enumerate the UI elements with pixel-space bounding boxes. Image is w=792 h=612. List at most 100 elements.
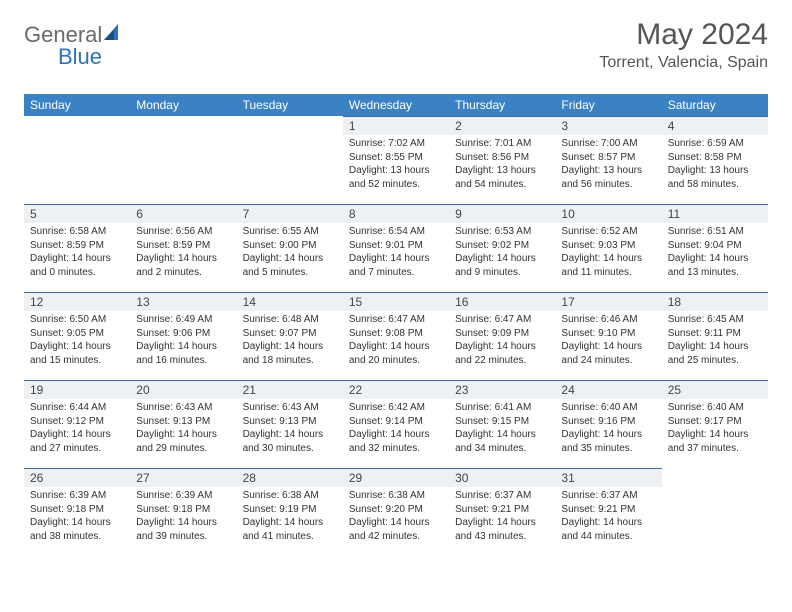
calendar-cell: 7Sunrise: 6:55 AMSunset: 9:00 PMDaylight… (237, 204, 343, 292)
sunrise-text: Sunrise: 7:01 AM (455, 137, 549, 151)
day-number: 11 (662, 204, 768, 223)
sunset-text: Sunset: 9:21 PM (455, 503, 549, 517)
page-title: May 2024 (599, 18, 768, 52)
day-number: 5 (24, 204, 130, 223)
day-number: 13 (130, 292, 236, 311)
calendar-cell: 4Sunrise: 6:59 AMSunset: 8:58 PMDaylight… (662, 116, 768, 204)
sunset-text: Sunset: 9:14 PM (349, 415, 443, 429)
dayname-fri: Friday (555, 94, 661, 116)
day-details: Sunrise: 6:49 AMSunset: 9:06 PMDaylight:… (130, 311, 236, 371)
sunset-text: Sunset: 9:11 PM (668, 327, 762, 341)
sunset-text: Sunset: 9:21 PM (561, 503, 655, 517)
day-number: 31 (555, 468, 661, 487)
daylight-text: Daylight: 14 hours and 34 minutes. (455, 428, 549, 455)
day-details: Sunrise: 6:38 AMSunset: 9:19 PMDaylight:… (237, 487, 343, 547)
daylight-text: Daylight: 14 hours and 29 minutes. (136, 428, 230, 455)
daylight-text: Daylight: 14 hours and 42 minutes. (349, 516, 443, 543)
day-details: Sunrise: 6:56 AMSunset: 8:59 PMDaylight:… (130, 223, 236, 283)
daylight-text: Daylight: 14 hours and 41 minutes. (243, 516, 337, 543)
day-number: 1 (343, 116, 449, 135)
sunrise-text: Sunrise: 6:47 AM (349, 313, 443, 327)
sunrise-text: Sunrise: 6:45 AM (668, 313, 762, 327)
day-details: Sunrise: 7:02 AMSunset: 8:55 PMDaylight:… (343, 135, 449, 195)
sunrise-text: Sunrise: 6:58 AM (30, 225, 124, 239)
day-details: Sunrise: 7:00 AMSunset: 8:57 PMDaylight:… (555, 135, 661, 195)
day-details: Sunrise: 6:53 AMSunset: 9:02 PMDaylight:… (449, 223, 555, 283)
calendar-cell: 30Sunrise: 6:37 AMSunset: 9:21 PMDayligh… (449, 468, 555, 556)
daylight-text: Daylight: 14 hours and 16 minutes. (136, 340, 230, 367)
dayname-mon: Monday (130, 94, 236, 116)
day-number (130, 116, 236, 120)
sunrise-text: Sunrise: 6:46 AM (561, 313, 655, 327)
daylight-text: Daylight: 14 hours and 7 minutes. (349, 252, 443, 279)
day-details: Sunrise: 6:37 AMSunset: 9:21 PMDaylight:… (555, 487, 661, 547)
day-details: Sunrise: 7:01 AMSunset: 8:56 PMDaylight:… (449, 135, 555, 195)
sunrise-text: Sunrise: 6:55 AM (243, 225, 337, 239)
calendar-week: 1Sunrise: 7:02 AMSunset: 8:55 PMDaylight… (24, 116, 768, 204)
day-number: 3 (555, 116, 661, 135)
day-number: 18 (662, 292, 768, 311)
sunrise-text: Sunrise: 6:50 AM (30, 313, 124, 327)
calendar-cell: 25Sunrise: 6:40 AMSunset: 9:17 PMDayligh… (662, 380, 768, 468)
calendar-cell: 17Sunrise: 6:46 AMSunset: 9:10 PMDayligh… (555, 292, 661, 380)
dayname-wed: Wednesday (343, 94, 449, 116)
day-details: Sunrise: 6:43 AMSunset: 9:13 PMDaylight:… (130, 399, 236, 459)
calendar-cell: 9Sunrise: 6:53 AMSunset: 9:02 PMDaylight… (449, 204, 555, 292)
day-details: Sunrise: 6:46 AMSunset: 9:10 PMDaylight:… (555, 311, 661, 371)
sunset-text: Sunset: 9:18 PM (30, 503, 124, 517)
logo-sail-icon (104, 24, 124, 47)
daylight-text: Daylight: 14 hours and 2 minutes. (136, 252, 230, 279)
calendar-cell (662, 468, 768, 556)
sunset-text: Sunset: 9:18 PM (136, 503, 230, 517)
calendar-cell: 24Sunrise: 6:40 AMSunset: 9:16 PMDayligh… (555, 380, 661, 468)
sunset-text: Sunset: 9:02 PM (455, 239, 549, 253)
day-number: 26 (24, 468, 130, 487)
calendar-cell: 15Sunrise: 6:47 AMSunset: 9:08 PMDayligh… (343, 292, 449, 380)
day-number: 21 (237, 380, 343, 399)
day-number: 29 (343, 468, 449, 487)
day-number: 4 (662, 116, 768, 135)
calendar-cell (130, 116, 236, 204)
sunset-text: Sunset: 9:00 PM (243, 239, 337, 253)
dayname-tue: Tuesday (237, 94, 343, 116)
day-details: Sunrise: 6:50 AMSunset: 9:05 PMDaylight:… (24, 311, 130, 371)
calendar-cell: 26Sunrise: 6:39 AMSunset: 9:18 PMDayligh… (24, 468, 130, 556)
logo-line2: Blue (24, 44, 102, 70)
daylight-text: Daylight: 14 hours and 9 minutes. (455, 252, 549, 279)
sunset-text: Sunset: 9:19 PM (243, 503, 337, 517)
sunrise-text: Sunrise: 6:43 AM (243, 401, 337, 415)
calendar-cell: 23Sunrise: 6:41 AMSunset: 9:15 PMDayligh… (449, 380, 555, 468)
day-details: Sunrise: 6:52 AMSunset: 9:03 PMDaylight:… (555, 223, 661, 283)
daylight-text: Daylight: 14 hours and 22 minutes. (455, 340, 549, 367)
sunset-text: Sunset: 8:56 PM (455, 151, 549, 165)
sunset-text: Sunset: 9:04 PM (668, 239, 762, 253)
sunset-text: Sunset: 8:59 PM (30, 239, 124, 253)
calendar-table: Sunday Monday Tuesday Wednesday Thursday… (24, 94, 768, 556)
calendar-cell: 2Sunrise: 7:01 AMSunset: 8:56 PMDaylight… (449, 116, 555, 204)
day-number: 9 (449, 204, 555, 223)
sunrise-text: Sunrise: 6:38 AM (243, 489, 337, 503)
day-number: 10 (555, 204, 661, 223)
daylight-text: Daylight: 14 hours and 39 minutes. (136, 516, 230, 543)
calendar-cell: 27Sunrise: 6:39 AMSunset: 9:18 PMDayligh… (130, 468, 236, 556)
day-details: Sunrise: 6:47 AMSunset: 9:08 PMDaylight:… (343, 311, 449, 371)
day-details: Sunrise: 6:38 AMSunset: 9:20 PMDaylight:… (343, 487, 449, 547)
sunset-text: Sunset: 8:58 PM (668, 151, 762, 165)
sunrise-text: Sunrise: 6:47 AM (455, 313, 549, 327)
day-number: 20 (130, 380, 236, 399)
sunset-text: Sunset: 9:03 PM (561, 239, 655, 253)
logo-text-blue: Blue (58, 44, 102, 69)
daylight-text: Daylight: 14 hours and 0 minutes. (30, 252, 124, 279)
daylight-text: Daylight: 14 hours and 30 minutes. (243, 428, 337, 455)
daylight-text: Daylight: 13 hours and 56 minutes. (561, 164, 655, 191)
sunset-text: Sunset: 9:20 PM (349, 503, 443, 517)
day-details: Sunrise: 6:48 AMSunset: 9:07 PMDaylight:… (237, 311, 343, 371)
sunrise-text: Sunrise: 6:41 AM (455, 401, 549, 415)
day-number (662, 468, 768, 472)
calendar-cell: 13Sunrise: 6:49 AMSunset: 9:06 PMDayligh… (130, 292, 236, 380)
sunrise-text: Sunrise: 6:43 AM (136, 401, 230, 415)
sunrise-text: Sunrise: 7:00 AM (561, 137, 655, 151)
daylight-text: Daylight: 14 hours and 27 minutes. (30, 428, 124, 455)
sunset-text: Sunset: 9:17 PM (668, 415, 762, 429)
sunset-text: Sunset: 9:12 PM (30, 415, 124, 429)
